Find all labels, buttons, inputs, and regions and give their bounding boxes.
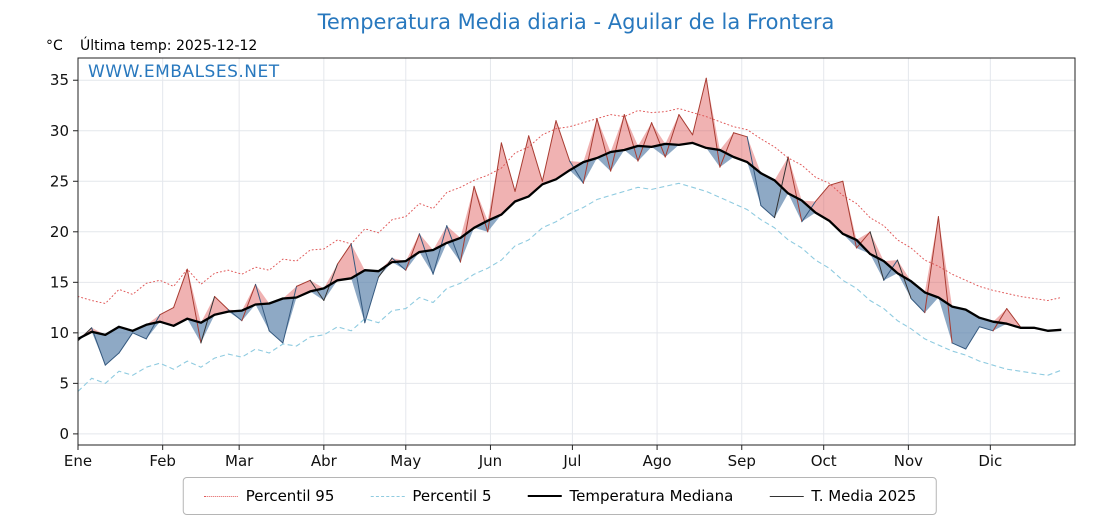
- legend-line-percentil-95-icon: [203, 495, 238, 497]
- t-media-2025-line: [77, 77, 1021, 366]
- svg-text:Ago: Ago: [643, 452, 672, 470]
- svg-text:Feb: Feb: [149, 452, 176, 470]
- legend-label-percentil-95: Percentil 95: [245, 487, 335, 505]
- svg-text:10: 10: [50, 324, 69, 342]
- legend-line-media-2025-icon: [769, 495, 804, 497]
- y-axis-unit-label: °C: [46, 38, 63, 54]
- watermark: WWW.EMBALSES.NET: [88, 62, 280, 82]
- svg-text:5: 5: [59, 374, 69, 392]
- svg-text:0: 0: [59, 425, 69, 443]
- svg-text:35: 35: [50, 71, 69, 89]
- svg-text:Nov: Nov: [894, 452, 923, 470]
- svg-text:25: 25: [50, 172, 69, 190]
- legend-label-media-2025: T. Media 2025: [811, 487, 917, 505]
- svg-text:Ene: Ene: [64, 452, 92, 470]
- svg-text:Abr: Abr: [311, 452, 338, 470]
- anomaly-fills: [78, 78, 1021, 366]
- legend: Percentil 95 Percentil 5 Temperatura Med…: [182, 477, 938, 515]
- svg-text:Dic: Dic: [978, 452, 1002, 470]
- legend-label-percentil-5: Percentil 5: [412, 487, 492, 505]
- median-line: [77, 141, 1062, 340]
- svg-text:Mar: Mar: [225, 452, 254, 470]
- grid-lines: [77, 58, 1075, 445]
- y-axis-labels: 0 5 10 15 20 25 30 35: [50, 71, 69, 443]
- legend-line-percentil-5-icon: [370, 495, 405, 497]
- legend-item-percentil-95: Percentil 95: [203, 487, 335, 505]
- percentile-lines: [77, 107, 1062, 392]
- svg-text:30: 30: [50, 122, 69, 140]
- svg-text:May: May: [390, 452, 421, 470]
- legend-item-mediana: Temperatura Mediana: [527, 487, 733, 505]
- svg-text:Oct: Oct: [811, 452, 837, 470]
- chart-canvas: 0 5 10 15 20 25 30 35 Ene Feb Mar Abr May Jun Jul Ago Se…: [50, 57, 1076, 470]
- svg-text:15: 15: [50, 273, 69, 291]
- axes: [73, 57, 1076, 450]
- svg-text:20: 20: [50, 223, 69, 241]
- legend-item-percentil-5: Percentil 5: [370, 487, 491, 505]
- svg-text:Jun: Jun: [478, 452, 502, 470]
- legend-line-mediana-icon: [527, 495, 562, 497]
- legend-label-mediana: Temperatura Mediana: [569, 487, 734, 505]
- page-title: Temperatura Media diaria - Aguilar de la…: [317, 10, 835, 34]
- last-temp-label: Última temp: 2025-12-12: [80, 38, 258, 54]
- legend-item-media-2025: T. Media 2025: [769, 487, 916, 505]
- x-axis-labels: Ene Feb Mar Abr May Jun Jul Ago Sep Oct Nov Dic: [64, 452, 1002, 470]
- svg-text:Sep: Sep: [728, 452, 756, 470]
- svg-text:Jul: Jul: [562, 452, 581, 470]
- median-line: [77, 141, 1062, 340]
